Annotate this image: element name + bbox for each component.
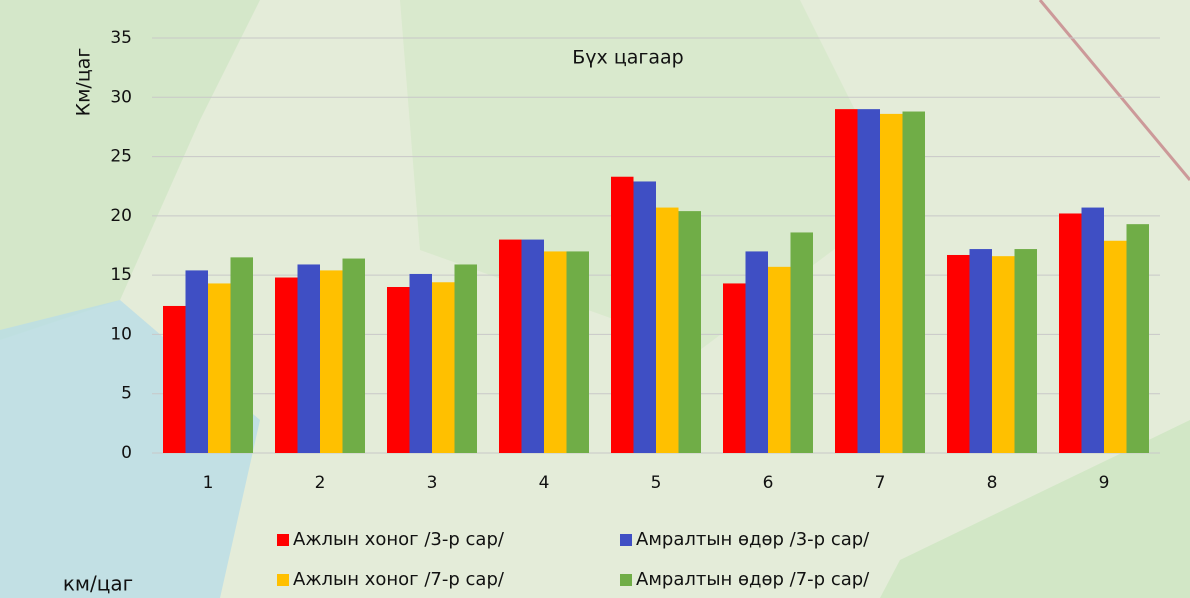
bar xyxy=(208,283,231,453)
y-tick-label: 25 xyxy=(110,147,132,167)
bar xyxy=(567,251,590,453)
x-tick-label: 3 xyxy=(427,473,438,493)
y-tick-label: 15 xyxy=(110,265,132,285)
bar xyxy=(723,283,746,453)
bar xyxy=(947,255,970,453)
legend-label: Амралтын өдөр /7-р сар/ xyxy=(636,569,870,590)
bar xyxy=(298,264,321,453)
bar xyxy=(1104,241,1127,453)
bar xyxy=(746,251,769,453)
y-tick-label: 5 xyxy=(121,384,132,404)
bar xyxy=(835,109,858,453)
x-tick-label: 5 xyxy=(651,473,662,493)
bar xyxy=(768,267,791,453)
legend-label: Амралтын өдөр /3-р сар/ xyxy=(636,529,870,550)
bar xyxy=(1015,249,1038,453)
bar xyxy=(275,278,298,453)
y-tick-label: 10 xyxy=(110,324,132,344)
y-tick-label: 0 xyxy=(121,443,132,463)
bar xyxy=(1059,213,1082,453)
bar xyxy=(320,270,343,453)
legend-label: Ажлын хоног /3-р сар/ xyxy=(293,529,505,550)
chart: км/цаг Бүх цагаар Км/цаг 051015202530351… xyxy=(0,0,1190,598)
bar xyxy=(992,256,1015,453)
bar xyxy=(432,282,455,453)
legend-label: Ажлын хоног /7-р сар/ xyxy=(293,569,505,590)
bar xyxy=(163,306,186,453)
bar xyxy=(544,251,567,453)
bar xyxy=(343,259,366,453)
legend-swatch xyxy=(620,534,632,546)
x-tick-label: 7 xyxy=(875,473,886,493)
bar xyxy=(387,287,410,453)
legend-swatch xyxy=(277,534,289,546)
bar xyxy=(231,257,254,453)
bar xyxy=(791,232,814,453)
bar xyxy=(880,114,903,453)
x-tick-label: 8 xyxy=(987,473,998,493)
y-tick-label: 30 xyxy=(110,87,132,107)
bar xyxy=(1127,224,1150,453)
bar xyxy=(499,240,522,453)
map-label: км/цаг xyxy=(63,572,133,596)
x-tick-label: 6 xyxy=(763,473,774,493)
x-tick-label: 1 xyxy=(203,473,214,493)
bar xyxy=(522,240,545,453)
legend-swatch xyxy=(620,574,632,586)
bar xyxy=(611,177,634,453)
bar xyxy=(634,181,657,453)
y-tick-label: 35 xyxy=(110,28,132,48)
bar xyxy=(455,264,478,453)
bar xyxy=(858,109,881,453)
legend-swatch xyxy=(277,574,289,586)
x-tick-label: 2 xyxy=(315,473,326,493)
x-tick-label: 4 xyxy=(539,473,550,493)
y-tick-label: 20 xyxy=(110,206,132,226)
bar xyxy=(970,249,993,453)
y-axis-label: Км/цаг xyxy=(73,48,95,117)
x-tick-label: 9 xyxy=(1099,473,1110,493)
bar xyxy=(186,270,209,453)
bar xyxy=(410,274,433,453)
bar xyxy=(656,208,679,453)
chart-title: Бүх цагаар xyxy=(572,47,683,69)
bar xyxy=(679,211,702,453)
bar xyxy=(1082,208,1105,453)
bar xyxy=(903,112,926,453)
